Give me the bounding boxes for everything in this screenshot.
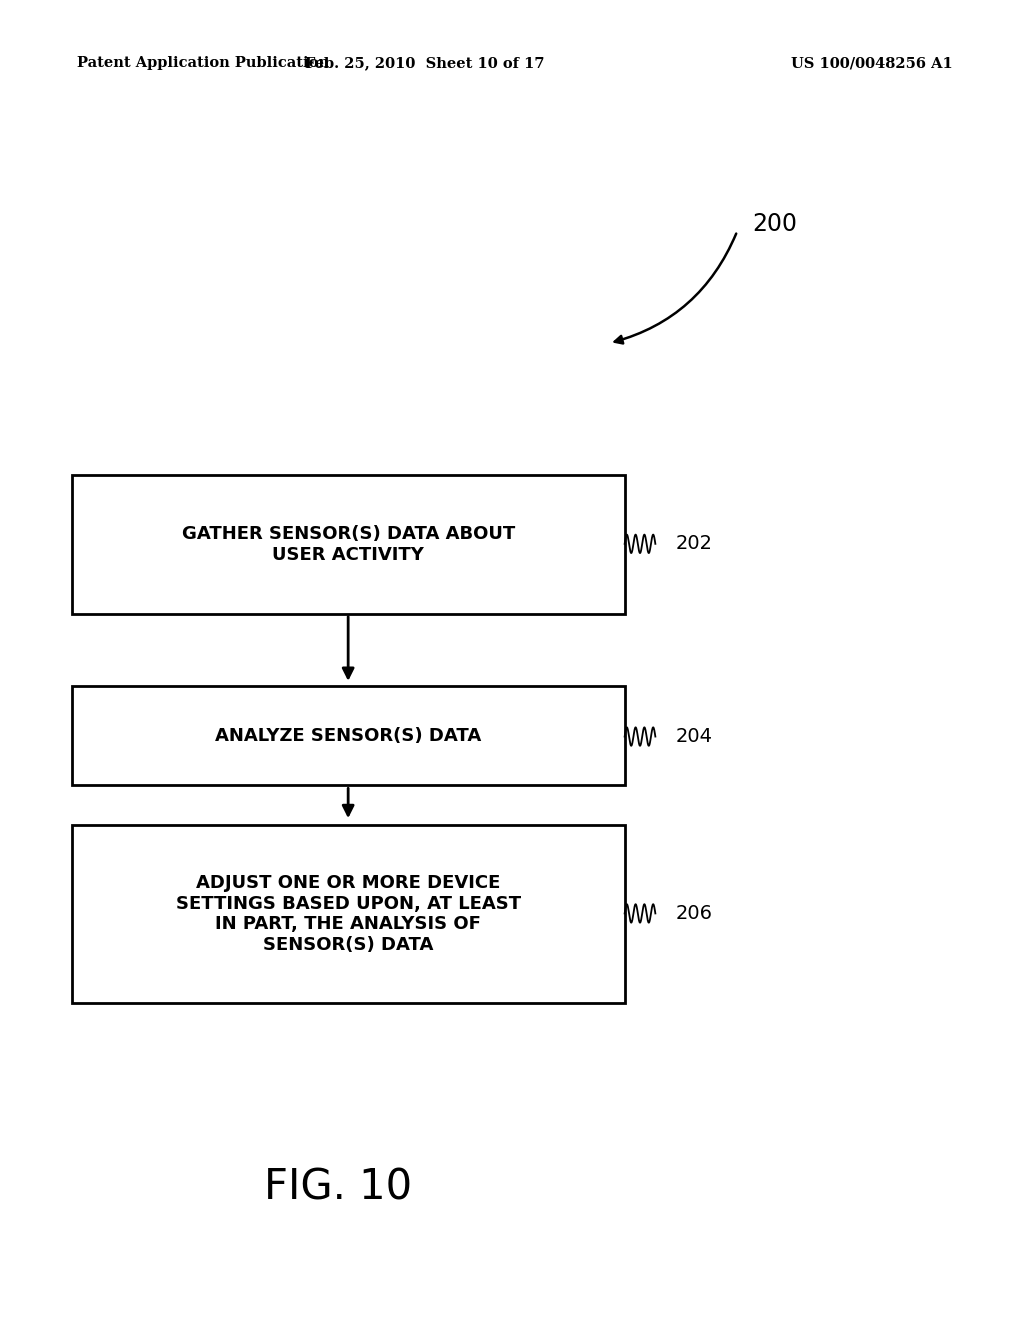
Text: 202: 202 <box>676 535 713 553</box>
Text: Feb. 25, 2010  Sheet 10 of 17: Feb. 25, 2010 Sheet 10 of 17 <box>305 57 545 70</box>
Text: 200: 200 <box>753 213 798 236</box>
Text: FIG. 10: FIG. 10 <box>264 1167 412 1209</box>
Text: ANALYZE SENSOR(S) DATA: ANALYZE SENSOR(S) DATA <box>215 727 481 744</box>
Text: GATHER SENSOR(S) DATA ABOUT
USER ACTIVITY: GATHER SENSOR(S) DATA ABOUT USER ACTIVIT… <box>181 525 515 564</box>
FancyBboxPatch shape <box>72 475 625 614</box>
Text: 206: 206 <box>676 904 713 923</box>
Text: 204: 204 <box>676 727 713 746</box>
FancyBboxPatch shape <box>72 686 625 785</box>
Text: ADJUST ONE OR MORE DEVICE
SETTINGS BASED UPON, AT LEAST
IN PART, THE ANALYSIS OF: ADJUST ONE OR MORE DEVICE SETTINGS BASED… <box>175 874 521 954</box>
Text: Patent Application Publication: Patent Application Publication <box>77 57 329 70</box>
FancyBboxPatch shape <box>72 825 625 1003</box>
Text: US 100/0048256 A1: US 100/0048256 A1 <box>791 57 952 70</box>
